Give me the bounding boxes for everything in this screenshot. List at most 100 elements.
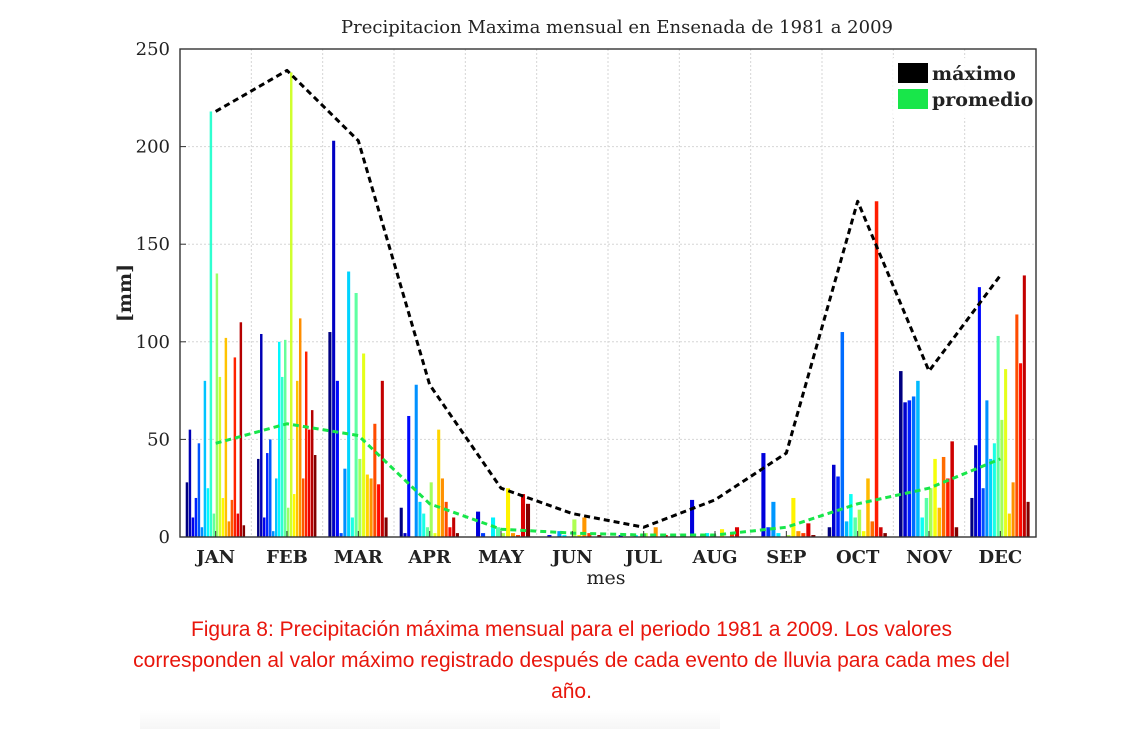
bar-aug <box>734 527 740 537</box>
x-tick-label: MAY <box>478 547 525 568</box>
bar-dec <box>1000 419 1004 537</box>
bar-jan <box>212 513 216 537</box>
bar-nov <box>937 507 942 537</box>
bar-feb <box>269 439 272 537</box>
y-tick-label: 0 <box>159 527 170 548</box>
bar-mar <box>377 484 381 537</box>
x-tick-label: JAN <box>194 547 235 568</box>
plot-frame <box>179 48 1037 538</box>
bar-oct <box>853 517 857 537</box>
bar-feb <box>284 339 287 537</box>
legend-swatch-maximo <box>898 63 928 83</box>
bar-sep <box>761 453 766 537</box>
y-tick-label: 150 <box>136 234 170 255</box>
bar-dec <box>1004 369 1008 537</box>
legend-label-maximo: máximo <box>932 63 1016 85</box>
bar-oct <box>857 509 862 537</box>
bar-sep <box>796 531 801 537</box>
y-axis-label: [mm] <box>114 264 136 322</box>
bar-mar <box>369 478 373 537</box>
bar-apr <box>414 384 418 537</box>
bar-dec <box>996 335 1000 537</box>
bar-feb <box>260 333 263 537</box>
bar-jul <box>618 535 623 537</box>
x-tick-label: NOV <box>906 547 953 568</box>
bar-apr <box>422 513 426 537</box>
bar-jan <box>227 521 231 537</box>
bar-feb <box>307 429 311 537</box>
bar-jan <box>221 497 225 537</box>
bar-oct <box>844 521 849 537</box>
bar-nov <box>929 488 933 537</box>
bar-jan <box>200 527 204 537</box>
bar-dec <box>970 497 974 537</box>
bar-mar <box>365 474 369 537</box>
bar-nov <box>924 497 929 537</box>
bar-dec <box>989 458 993 537</box>
bar-aug <box>729 533 735 537</box>
bar-jun <box>577 535 582 537</box>
bar-jun <box>572 519 577 537</box>
bar-mar <box>332 140 336 538</box>
bar-jan <box>236 513 240 537</box>
bar-nov <box>907 400 912 537</box>
bar-sep <box>811 535 816 537</box>
bar-apr <box>403 533 407 537</box>
bar-apr <box>455 533 459 537</box>
caption-line-1: Figura 8: Precipitación máxima mensual p… <box>190 618 953 641</box>
bar-sep <box>776 533 781 537</box>
bar-nov <box>946 478 950 537</box>
bar-sep <box>791 497 796 537</box>
y-tick-label: 200 <box>136 137 170 158</box>
bar-aug <box>705 533 710 537</box>
bar-jan <box>206 488 210 537</box>
bar-mar <box>339 533 343 537</box>
bar-oct <box>870 521 875 537</box>
x-tick-label: DEC <box>979 547 1023 568</box>
bar-oct <box>861 531 866 537</box>
bar-jan <box>203 380 207 537</box>
bar-nov <box>954 527 959 537</box>
x-tick-label: JUL <box>623 547 662 568</box>
bar-dec <box>1026 501 1030 537</box>
bar-oct <box>883 533 887 537</box>
bar-jan <box>191 517 195 537</box>
bar-mar <box>343 468 347 537</box>
grid-lines <box>180 49 1036 537</box>
bar-apr <box>407 415 411 537</box>
bar-feb <box>304 351 308 537</box>
bar-feb <box>310 410 314 537</box>
bar-jul <box>653 527 658 537</box>
bar-apr <box>418 501 422 537</box>
bar-jun <box>597 535 602 537</box>
bar-mar <box>384 517 388 537</box>
bar-dec <box>992 443 996 537</box>
bar-mar <box>362 353 366 537</box>
bar-apr <box>448 527 452 537</box>
y-tick-label: 100 <box>136 332 170 353</box>
y-tick-label: 50 <box>147 429 170 450</box>
bar-nov <box>933 458 937 537</box>
bar-dec <box>974 445 978 537</box>
bar-may <box>481 533 486 537</box>
bar-may <box>515 535 521 537</box>
bar-dec <box>985 400 989 537</box>
bar-mar <box>373 423 377 537</box>
caption-line-2: corresponden al valor máximo registrado … <box>133 649 1010 672</box>
x-tick-label: JUN <box>550 547 593 568</box>
bar-jun <box>582 517 587 537</box>
bar-jan <box>233 357 237 537</box>
bar-oct <box>827 527 832 537</box>
legend: máximo promedio <box>893 58 1035 118</box>
bar-sep <box>771 501 776 537</box>
bar-dec <box>1007 513 1011 537</box>
bar-apr <box>437 429 441 537</box>
bar-feb <box>275 478 278 537</box>
bar-dec <box>1022 275 1026 537</box>
bar-jan <box>218 376 222 537</box>
bar-feb <box>313 455 317 537</box>
bar-may <box>476 511 481 537</box>
x-axis-label: mes <box>586 567 625 589</box>
bar-nov <box>899 371 903 537</box>
bar-may <box>496 527 501 537</box>
